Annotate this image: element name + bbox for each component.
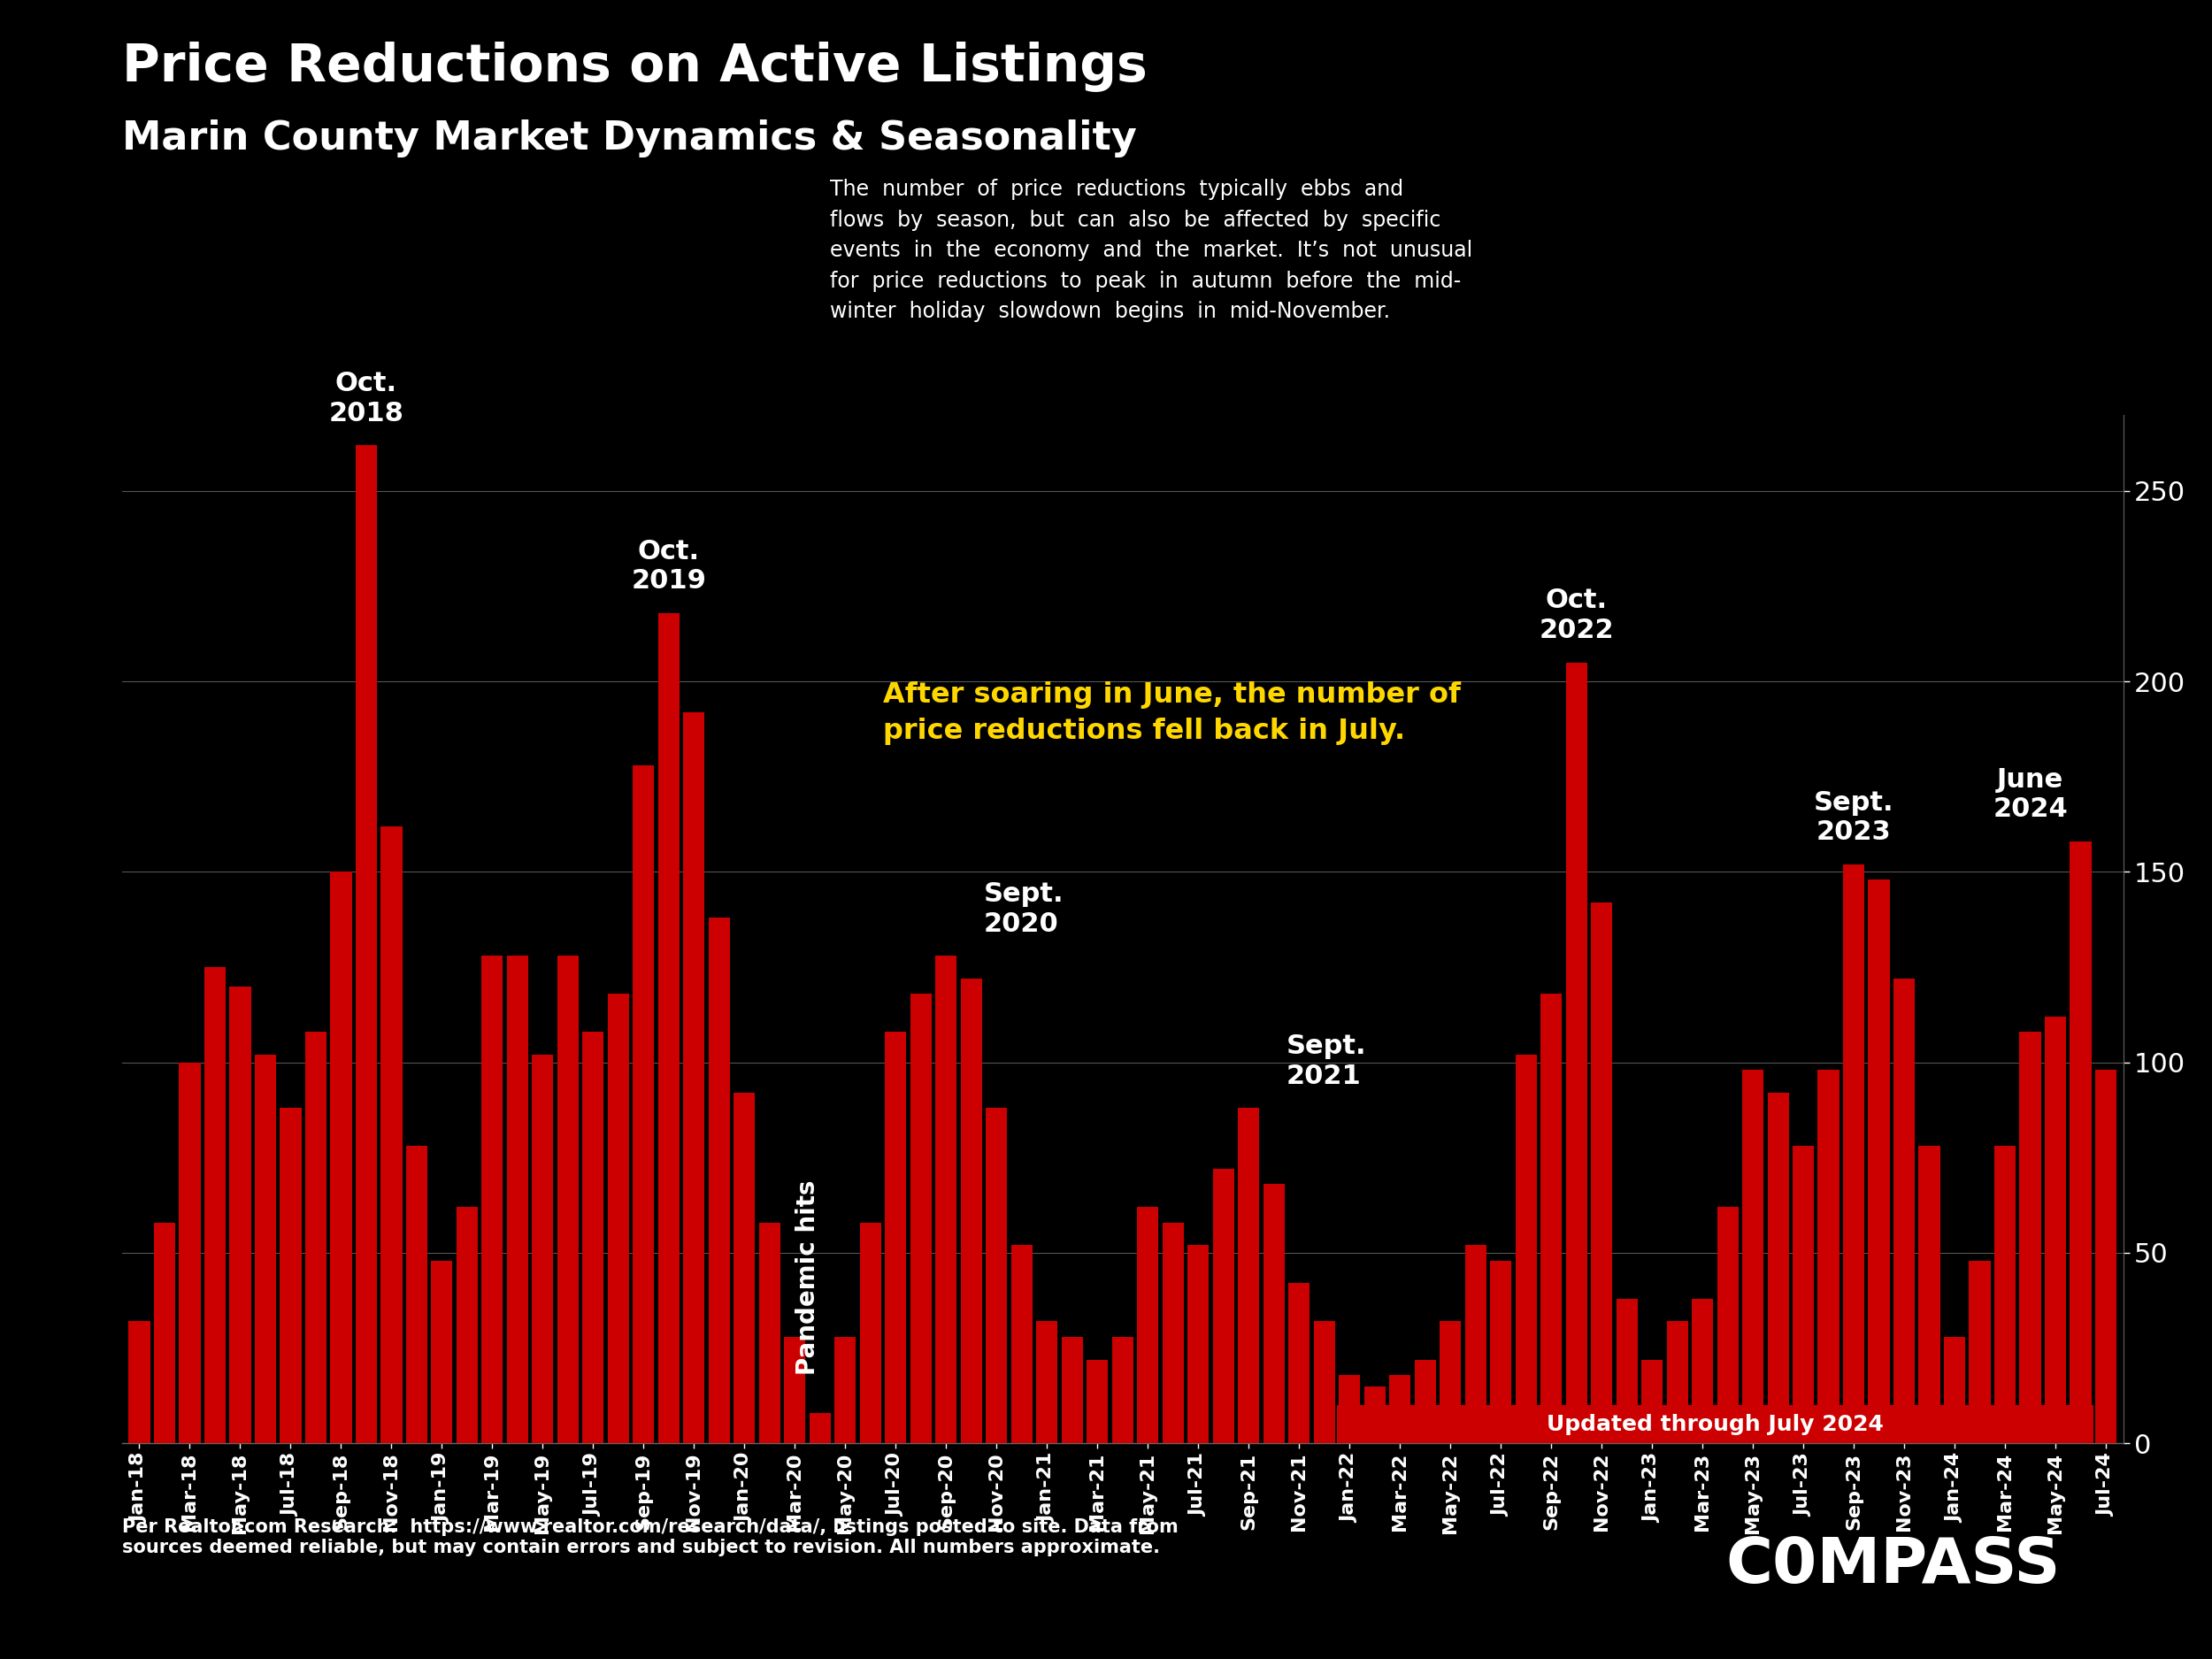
Bar <box>1287 1284 1310 1443</box>
Bar <box>533 1055 553 1443</box>
Bar <box>1188 1246 1210 1443</box>
Bar <box>2044 1017 2066 1443</box>
Text: Oct.
2022: Oct. 2022 <box>1540 587 1615 644</box>
Bar <box>1137 1208 1159 1443</box>
Bar <box>936 956 958 1443</box>
Bar <box>1314 1322 1336 1443</box>
Bar <box>431 1261 453 1443</box>
Bar <box>783 1337 805 1443</box>
Bar <box>1011 1246 1033 1443</box>
Bar <box>1869 879 1889 1443</box>
Text: After soaring in June, the number of
price reductions fell back in July.: After soaring in June, the number of pri… <box>883 682 1460 745</box>
Text: Marin County Market Dynamics & Seasonality: Marin County Market Dynamics & Seasonali… <box>122 119 1137 158</box>
Bar <box>1995 1146 2015 1443</box>
Bar <box>507 956 529 1443</box>
Bar <box>407 1146 427 1443</box>
Bar <box>1717 1208 1739 1443</box>
Bar <box>1666 1322 1688 1443</box>
Bar <box>204 967 226 1443</box>
Text: Sept.
2020: Sept. 2020 <box>984 881 1064 937</box>
Text: Oct.
2018: Oct. 2018 <box>330 372 405 426</box>
Bar <box>456 1208 478 1443</box>
Bar <box>1161 1223 1183 1443</box>
Bar <box>1491 1261 1511 1443</box>
Bar <box>1918 1146 1940 1443</box>
Bar <box>128 1322 150 1443</box>
Bar <box>179 1062 201 1443</box>
Bar <box>230 985 250 1443</box>
Bar <box>2020 1032 2042 1443</box>
Bar <box>1590 902 1613 1443</box>
Bar <box>657 612 679 1443</box>
Text: The  number  of  price  reductions  typically  ebbs  and
flows  by  season,  but: The number of price reductions typically… <box>830 179 1473 322</box>
Bar <box>1086 1359 1108 1443</box>
Bar <box>1365 1387 1385 1443</box>
Text: Updated through July 2024: Updated through July 2024 <box>1546 1413 1885 1435</box>
Bar <box>810 1413 832 1443</box>
Bar <box>305 1032 327 1443</box>
Bar <box>2070 841 2090 1443</box>
Bar <box>1062 1337 1084 1443</box>
Bar <box>708 917 730 1443</box>
Bar <box>155 1223 175 1443</box>
Bar <box>860 1223 880 1443</box>
Bar <box>1641 1359 1663 1443</box>
Bar <box>1035 1322 1057 1443</box>
Text: Price Reductions on Active Listings: Price Reductions on Active Listings <box>122 41 1148 91</box>
Bar <box>1818 1070 1838 1443</box>
Bar <box>684 712 706 1443</box>
Bar <box>356 445 376 1443</box>
Bar <box>1540 994 1562 1443</box>
Bar <box>1440 1322 1462 1443</box>
Bar <box>909 994 931 1443</box>
Bar <box>1843 864 1865 1443</box>
Text: Pandemic hits: Pandemic hits <box>794 1180 821 1375</box>
Bar <box>1212 1170 1234 1443</box>
Bar <box>1792 1146 1814 1443</box>
Bar <box>987 1108 1006 1443</box>
Bar <box>1338 1375 1360 1443</box>
Bar <box>1893 979 1916 1443</box>
Bar <box>1969 1261 1991 1443</box>
Bar <box>1263 1185 1285 1443</box>
Bar <box>254 1055 276 1443</box>
Bar <box>1336 1405 2093 1443</box>
Bar <box>1692 1299 1712 1443</box>
Bar <box>380 826 403 1443</box>
Bar <box>1743 1070 1763 1443</box>
Bar <box>1413 1359 1436 1443</box>
Text: Sept.
2023: Sept. 2023 <box>1814 790 1893 844</box>
Text: Sept.
2021: Sept. 2021 <box>1287 1034 1367 1088</box>
Bar <box>1389 1375 1411 1443</box>
Text: June
2024: June 2024 <box>1993 766 2068 823</box>
Bar <box>482 956 502 1443</box>
Bar <box>582 1032 604 1443</box>
Bar <box>834 1337 856 1443</box>
Bar <box>885 1032 907 1443</box>
Bar <box>1464 1246 1486 1443</box>
Text: C0MPASS: C0MPASS <box>1725 1535 2059 1596</box>
Text: Oct.
2019: Oct. 2019 <box>630 539 706 594</box>
Bar <box>1113 1337 1133 1443</box>
Bar <box>2095 1070 2117 1443</box>
Bar <box>1617 1299 1637 1443</box>
Bar <box>960 979 982 1443</box>
Bar <box>1239 1108 1259 1443</box>
Bar <box>608 994 628 1443</box>
Bar <box>1944 1337 1964 1443</box>
Bar <box>281 1108 301 1443</box>
Bar <box>557 956 580 1443</box>
Bar <box>1515 1055 1537 1443</box>
Text: Per Realtor.com Research:  https://www.realtor.com/research/data/, listings post: Per Realtor.com Research: https://www.re… <box>122 1518 1177 1556</box>
Bar <box>330 873 352 1443</box>
Bar <box>1566 662 1588 1443</box>
Bar <box>734 1093 754 1443</box>
Bar <box>633 765 655 1443</box>
Bar <box>1767 1093 1790 1443</box>
Bar <box>759 1223 781 1443</box>
